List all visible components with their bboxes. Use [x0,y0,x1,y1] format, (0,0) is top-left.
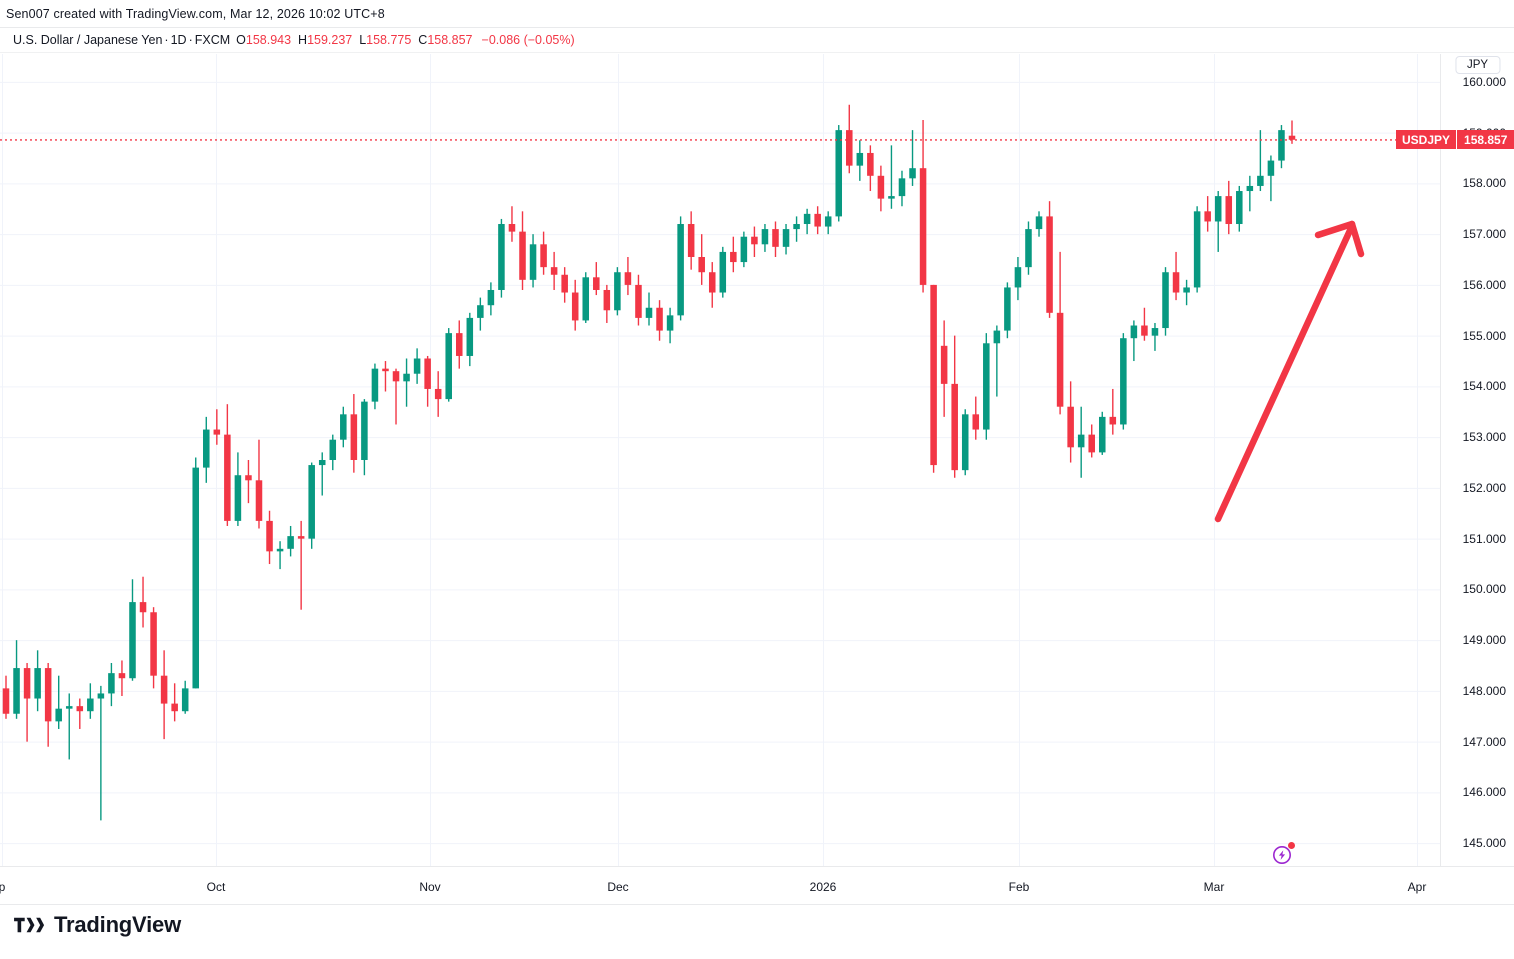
chart-legend: U.S. Dollar / Japanese Yen · 1D · FXCM O… [0,27,1514,53]
open-label: O [236,33,246,47]
time-tick-label: Mar [1203,880,1225,894]
open-value: 158.943 [245,33,292,47]
change-value: −0.086 (−0.05%) [481,33,575,47]
time-tick-label: p [0,880,6,894]
currency-badge[interactable]: JPY [1454,56,1501,74]
time-tick-label: Apr [1407,880,1427,894]
price-tick-label: 151.000 [1462,531,1506,546]
price-tick-label: 146.000 [1462,785,1506,800]
close-value: 158.857 [427,33,473,47]
time-tick-label: Dec [607,880,629,894]
chart-area[interactable]: JPY 160.000159.000158.000157.000156.0001… [0,54,1514,905]
interval-label[interactable]: 1D [170,33,187,47]
price-tick-label: 154.000 [1462,379,1506,394]
price-tick-label: 160.000 [1462,74,1506,89]
price-tick-label: 150.000 [1462,582,1506,597]
price-tick-label: 158.000 [1462,176,1506,191]
attribution-bar: Sen007 created with TradingView.com, Mar… [0,0,1514,27]
price-tick-label: 152.000 [1462,480,1506,495]
notification-dot [1288,842,1295,849]
price-tick-label: 157.000 [1462,227,1506,242]
legend-separator-2: · [188,33,193,47]
time-tick-label: Nov [419,880,441,894]
price-tick-label: 148.000 [1462,683,1506,698]
attribution-text: Sen007 created with TradingView.com, Mar… [6,6,385,21]
high-label: H [298,33,308,47]
price-tick-label: 156.000 [1462,277,1506,292]
price-tick-label: 153.000 [1462,430,1506,445]
low-label: L [359,33,367,47]
plot-svg [0,54,1440,866]
tradingview-brand[interactable]: TradingView [14,912,181,938]
price-tick-label: 149.000 [1462,633,1506,648]
price-scale-axis[interactable]: JPY 160.000159.000158.000157.000156.0001… [1440,54,1514,866]
time-scale-axis[interactable]: p Oct Nov Dec 2026 Feb Mar Apr [0,866,1514,905]
ohlc-values: O158.943 H159.237 L158.775 C158.857 [236,33,472,47]
price-tick-label: 155.000 [1462,328,1506,343]
low-value: 158.775 [366,33,412,47]
legend-separator-1: · [164,33,169,47]
price-tick-label: 147.000 [1462,734,1506,749]
tradingview-logo-icon [14,917,45,933]
candlestick-plot[interactable] [0,54,1440,866]
time-tick-label: Feb [1008,880,1030,894]
high-value: 159.237 [307,33,353,47]
close-label: C [418,33,428,47]
time-tick-label: 2026 [809,880,837,894]
price-tag-symbol: USDJPY [1396,130,1458,150]
current-price-tag: USDJPY 158.857 [1396,130,1514,150]
price-tag-value: 158.857 [1457,130,1514,150]
time-tick-label: Oct [206,880,226,894]
lightning-bolt-widget[interactable] [1272,842,1295,865]
symbol-name[interactable]: U.S. Dollar / Japanese Yen [13,33,163,47]
lightning-bolt-icon [1273,846,1291,864]
exchange-label[interactable]: FXCM [194,33,231,47]
brand-name: TradingView [54,912,181,937]
price-tick-label: 145.000 [1462,836,1506,851]
